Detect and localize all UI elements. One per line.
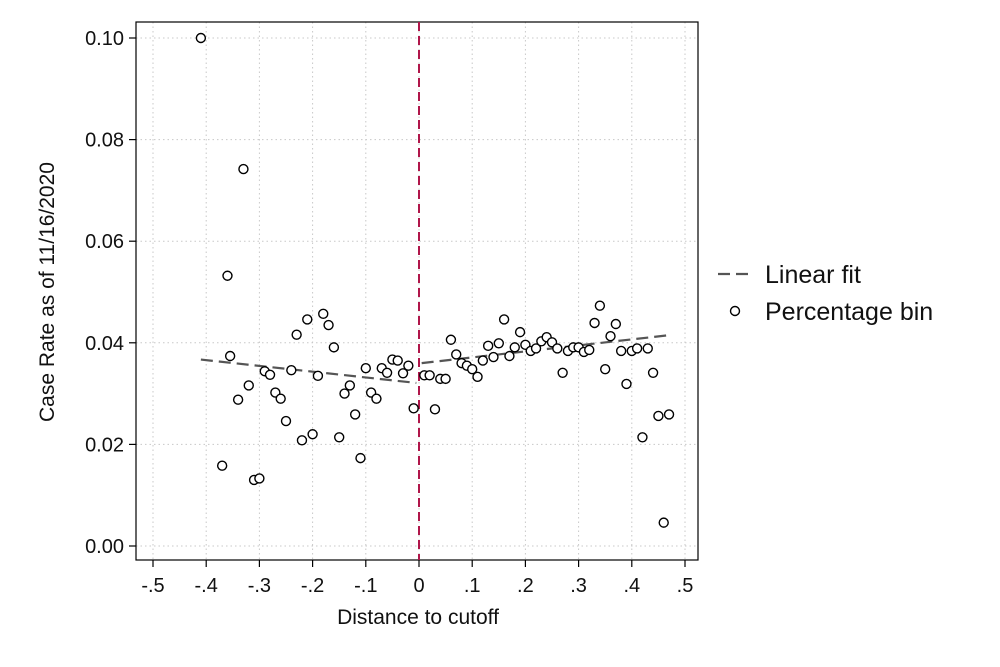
x-tick-label: 0	[413, 575, 424, 597]
data-point	[600, 364, 611, 375]
data-point	[498, 314, 510, 325]
data-point	[286, 365, 297, 376]
data-point	[631, 343, 643, 354]
x-tick-label: -.4	[195, 575, 218, 597]
data-point	[647, 367, 659, 378]
x-tick-label: .4	[623, 575, 640, 597]
data-point	[349, 409, 361, 420]
data-point	[381, 367, 393, 378]
data-point	[291, 329, 302, 340]
data-point	[663, 409, 675, 420]
data-point	[254, 473, 265, 484]
data-point	[584, 344, 595, 356]
x-tick-label: .2	[517, 575, 534, 597]
data-point	[392, 355, 403, 366]
y-tick-label: 0.10	[85, 28, 124, 50]
data-point	[334, 432, 345, 443]
x-tick-label: -.3	[248, 575, 271, 597]
data-points	[195, 32, 675, 528]
data-point	[429, 404, 441, 415]
y-tick-label: 0.02	[85, 434, 124, 456]
legend-linear-fit-label: Linear fit	[765, 261, 861, 289]
data-point	[467, 364, 478, 375]
data-point	[424, 370, 435, 381]
legend-percentage-bin-symbol	[729, 305, 741, 317]
data-point	[296, 435, 308, 446]
y-axis: 0.00 0.02 0.04 0.06 0.08 0.10	[85, 28, 136, 558]
x-tick-label: -.5	[141, 575, 164, 597]
data-point	[408, 403, 419, 414]
data-point	[216, 460, 228, 471]
data-point	[397, 368, 409, 379]
data-point	[238, 163, 249, 175]
data-point	[328, 342, 340, 353]
data-point	[637, 432, 648, 443]
data-point	[530, 343, 542, 354]
data-point	[615, 345, 627, 357]
data-point	[440, 373, 451, 385]
data-point	[605, 330, 616, 342]
data-point	[658, 517, 669, 528]
data-point	[594, 300, 606, 311]
x-tick-label: .5	[677, 575, 694, 597]
data-point	[323, 319, 334, 331]
data-point	[275, 393, 286, 404]
y-axis-title: Case Rate as of 11/16/2020	[36, 162, 59, 422]
data-point	[445, 334, 457, 345]
data-point	[195, 32, 207, 44]
data-point	[509, 342, 520, 353]
x-tick-label: .1	[464, 575, 481, 597]
data-point	[493, 338, 504, 349]
data-point	[557, 367, 568, 378]
grid-lines	[136, 22, 698, 560]
data-point	[621, 378, 632, 390]
data-point	[610, 318, 622, 330]
x-tick-label: .3	[570, 575, 587, 597]
data-point	[243, 380, 254, 391]
data-point	[224, 350, 236, 362]
plot-frame	[135, 21, 699, 561]
data-point	[302, 314, 313, 325]
data-point	[318, 308, 329, 320]
data-point	[280, 415, 292, 427]
data-point	[307, 429, 318, 440]
data-point	[403, 360, 414, 371]
data-point	[488, 351, 499, 363]
data-point	[339, 388, 350, 399]
y-tick-label: 0.06	[85, 231, 124, 253]
data-point	[344, 380, 356, 391]
data-point	[477, 355, 489, 366]
data-point	[355, 452, 366, 464]
data-point	[653, 410, 664, 422]
data-point	[360, 363, 371, 374]
data-point	[642, 343, 653, 354]
data-point	[552, 343, 563, 354]
data-point	[472, 371, 483, 383]
data-point	[514, 326, 526, 338]
data-point	[451, 349, 462, 360]
y-tick-label: 0.00	[85, 536, 124, 558]
data-point	[222, 270, 233, 281]
x-tick-label: -.1	[354, 575, 377, 597]
data-point	[482, 340, 494, 352]
data-point	[371, 393, 382, 404]
legend: Linear fit Percentage bin	[718, 261, 933, 326]
legend-percentage-bin-label: Percentage bin	[765, 298, 933, 326]
linear-fit-segment	[200, 358, 417, 385]
data-point	[232, 394, 244, 405]
data-point	[589, 317, 600, 329]
x-axis: -.5 -.4 -.3 -.2 -.1 0 .1 .2 .3 .4 .5	[141, 560, 693, 597]
y-tick-label: 0.08	[85, 130, 124, 152]
data-point	[312, 370, 324, 382]
y-tick-label: 0.04	[85, 333, 124, 355]
data-point	[264, 369, 276, 381]
x-axis-title: Distance to cutoff	[337, 606, 499, 629]
data-point	[504, 350, 515, 362]
x-tick-label: -.2	[301, 575, 324, 597]
